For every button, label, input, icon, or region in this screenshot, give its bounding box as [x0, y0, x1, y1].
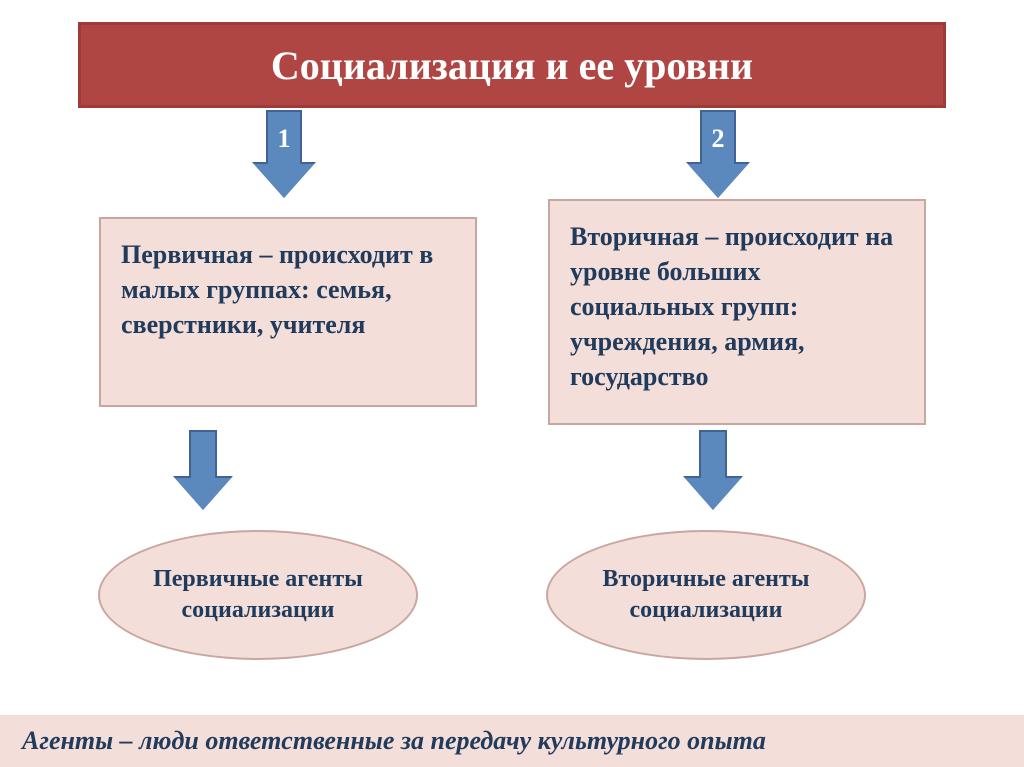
left-ellipse: Первичные агенты социализации — [98, 530, 418, 660]
arrow-1-label: 1 — [266, 110, 302, 166]
arrow-head-icon — [685, 478, 741, 510]
footer-text: Агенты – люди ответственные за передачу … — [22, 726, 766, 756]
arrow-head-icon — [254, 164, 314, 198]
arrow-1: 1 — [254, 110, 314, 200]
arrow-shaft-icon — [699, 430, 727, 480]
left-description-text: Первичная – происходит в малых группах: … — [121, 237, 455, 342]
arrow-2-label: 2 — [700, 110, 736, 166]
left-description-box: Первичная – происходит в малых группах: … — [99, 217, 477, 407]
footer-box: Агенты – люди ответственные за передачу … — [0, 715, 1024, 767]
title-box: Социализация и ее уровни — [78, 22, 946, 108]
right-ellipse: Вторичные агенты социализации — [546, 530, 866, 660]
right-description-box: Вторичная – происходит на уровне больших… — [548, 199, 926, 425]
arrow-head-icon — [175, 478, 231, 510]
left-ellipse-text: Первичные агенты социализации — [100, 564, 416, 626]
right-ellipse-text: Вторичные агенты социализации — [548, 564, 864, 626]
title-text: Социализация и ее уровни — [271, 42, 753, 89]
arrow-3 — [175, 430, 231, 514]
arrow-2: 2 — [688, 110, 748, 200]
arrow-4 — [685, 430, 741, 514]
arrow-shaft-icon — [189, 430, 217, 480]
right-description-text: Вторичная – происходит на уровне больших… — [570, 219, 904, 394]
arrow-head-icon — [688, 164, 748, 198]
